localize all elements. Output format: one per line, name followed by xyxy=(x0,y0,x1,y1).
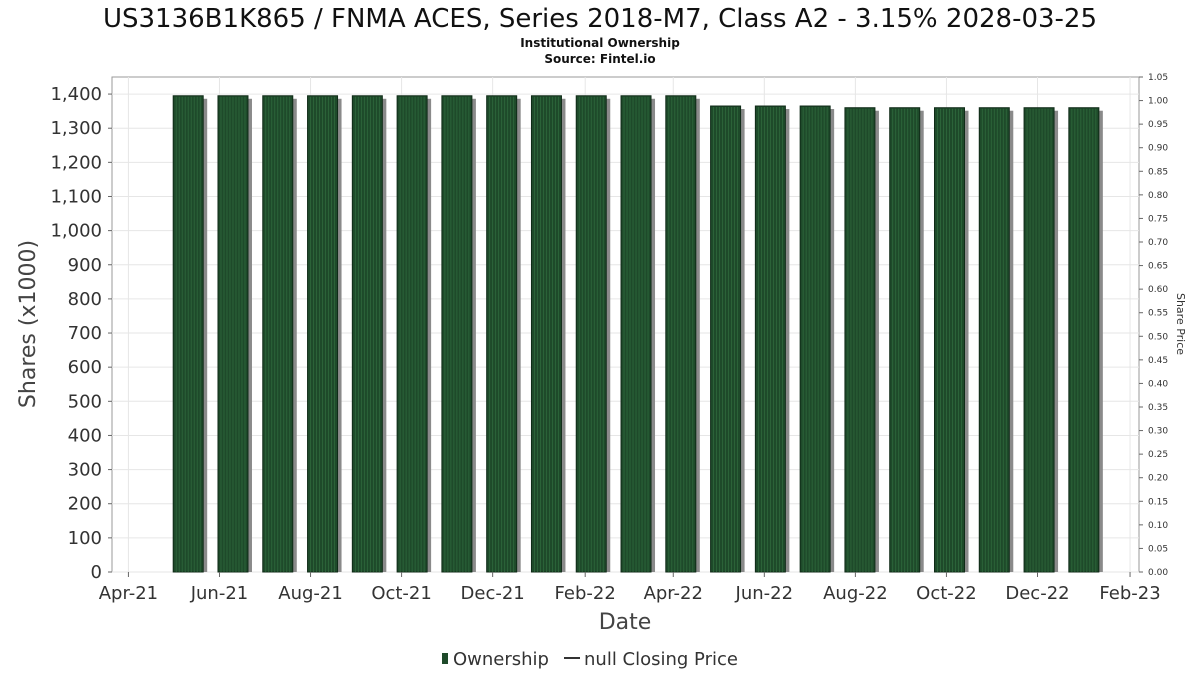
y2-tick-label: 0.10 xyxy=(1148,521,1168,531)
y2-tick-label: 0.50 xyxy=(1148,332,1168,342)
y2-tick-label: 1.00 xyxy=(1148,97,1168,107)
y2-tick-label: 0.75 xyxy=(1148,214,1168,224)
y2-tick-label: 0.00 xyxy=(1148,568,1168,578)
y2-tick-label: 0.60 xyxy=(1148,285,1168,295)
y-tick-label: 700 xyxy=(68,323,102,344)
ownership-bars xyxy=(172,95,1103,573)
y-tick-label: 1,300 xyxy=(50,118,102,139)
y2-tick-label: 1.05 xyxy=(1148,73,1168,83)
y2-tick-label: 0.65 xyxy=(1148,262,1168,272)
x-tick-label: Aug-21 xyxy=(278,583,343,604)
y2-tick-label: 0.40 xyxy=(1148,379,1168,389)
x-tick-label: Feb-22 xyxy=(555,583,616,604)
y-tick-label: 0 xyxy=(91,562,102,583)
x-tick-label: Feb-23 xyxy=(1099,583,1160,604)
y-tick-label: 500 xyxy=(68,391,102,412)
legend-ownership-swatch xyxy=(442,653,448,664)
y-tick-label: 200 xyxy=(68,494,102,515)
x-axis: Apr-21 Jun-21 Aug-21 Oct-21 Dec-21 Feb-22 Apr-… xyxy=(99,572,1161,604)
y2-tick-label: 0.95 xyxy=(1148,120,1168,130)
y-tick-label: 1,100 xyxy=(50,186,102,207)
y2-tick-label: 0.55 xyxy=(1148,309,1168,319)
y2-tick-label: 0.25 xyxy=(1148,450,1168,460)
y-tick-label: 1,400 xyxy=(50,84,102,105)
y-axis-label: Shares (x1000) xyxy=(16,240,41,408)
x-axis-label: Date xyxy=(599,610,652,635)
x-tick-label: Aug-22 xyxy=(823,583,888,604)
legend: Ownership null Closing Price xyxy=(442,649,738,670)
y-tick-label: 1,000 xyxy=(50,221,102,242)
legend-price-label: null Closing Price xyxy=(584,649,738,670)
y2-tick-label: 0.80 xyxy=(1148,191,1168,201)
y-tick-label: 300 xyxy=(68,460,102,481)
y2-tick-label: 0.35 xyxy=(1148,403,1168,413)
y2-tick-label: 0.70 xyxy=(1148,238,1168,248)
chart-subtitle-ownership: Institutional Ownership xyxy=(520,36,680,50)
y2-tick-label: 0.20 xyxy=(1148,474,1168,484)
y2-tick-label: 0.45 xyxy=(1148,356,1168,366)
y2-tick-label: 0.85 xyxy=(1148,167,1168,177)
y2-axis: 0.00 0.05 0.10 0.15 0.20 0.25 0.30 0.35 0.40 0.45… xyxy=(1139,73,1168,578)
x-tick-label: Oct-21 xyxy=(371,583,432,604)
x-tick-label: Dec-22 xyxy=(1005,583,1069,604)
x-tick-label: Apr-21 xyxy=(99,583,158,604)
chart-title: US3136B1K865 / FNMA ACES, Series 2018-M7… xyxy=(103,4,1097,34)
y-tick-label: 600 xyxy=(68,357,102,378)
y-tick-label: 400 xyxy=(68,425,102,446)
y2-tick-label: 0.30 xyxy=(1148,427,1168,437)
y-tick-label: 100 xyxy=(68,528,102,549)
legend-ownership-label: Ownership xyxy=(453,649,549,670)
y-axis: 0 100 200 300 400 500 600 700 800 900 1,000 1,100 1,… xyxy=(50,84,112,583)
y2-axis-label: Share Price xyxy=(1174,293,1187,355)
y2-tick-label: 0.90 xyxy=(1148,144,1168,154)
y-tick-label: 1,200 xyxy=(50,152,102,173)
x-tick-label: Apr-22 xyxy=(644,583,703,604)
x-tick-label: Jun-22 xyxy=(735,583,794,604)
chart-subtitle-source: Source: Fintel.io xyxy=(544,52,655,66)
y-tick-label: 900 xyxy=(68,255,102,276)
x-tick-label: Jun-21 xyxy=(190,583,249,604)
y2-tick-label: 0.15 xyxy=(1148,497,1168,507)
x-tick-label: Dec-21 xyxy=(461,583,525,604)
y-tick-label: 800 xyxy=(68,289,102,310)
y2-tick-label: 0.05 xyxy=(1148,544,1168,554)
x-tick-label: Oct-22 xyxy=(916,583,977,604)
